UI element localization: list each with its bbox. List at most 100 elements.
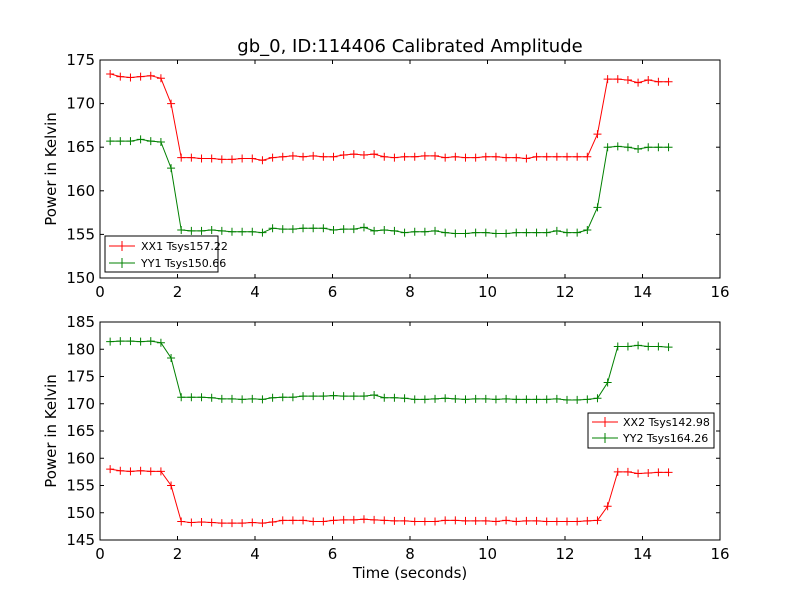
data-point: [268, 153, 277, 162]
data-point: [359, 223, 368, 232]
data-point: [481, 228, 490, 237]
data-point: [573, 228, 582, 237]
data-point: [471, 228, 480, 237]
data-point: [299, 392, 308, 401]
data-point: [248, 154, 257, 163]
data-point: [227, 155, 236, 164]
legend-marker-xx2: [600, 417, 610, 427]
data-point: [613, 467, 622, 476]
data-point: [136, 466, 145, 475]
x-tick-label: 2: [173, 545, 183, 563]
data-point: [431, 394, 440, 403]
data-point: [136, 337, 145, 346]
data-point: [410, 152, 419, 161]
x-tick-label: 6: [328, 545, 338, 563]
top-series: [106, 69, 673, 238]
data-point: [471, 153, 480, 162]
data-point: [370, 515, 379, 524]
data-point: [451, 229, 460, 238]
data-point: [593, 516, 602, 525]
data-point: [268, 224, 277, 233]
data-point: [552, 226, 561, 235]
x-tick-label: 2: [173, 283, 183, 301]
data-point: [238, 227, 247, 236]
data-point: [116, 466, 125, 475]
data-point: [400, 228, 409, 237]
data-point: [126, 337, 135, 346]
data-point: [106, 69, 115, 78]
data-point: [146, 467, 155, 476]
data-point: [359, 151, 368, 160]
data-point: [126, 73, 135, 82]
data-point: [268, 393, 277, 402]
y-tick-label: 160: [66, 449, 95, 467]
data-point: [613, 142, 622, 151]
data-point: [329, 391, 338, 400]
top-panel: 0 2 4 6 8 10 12 14 16 150 155 160 165 170 175 Power in…: [42, 51, 730, 301]
data-point: [481, 394, 490, 403]
data-point: [583, 226, 592, 235]
data-point: [390, 226, 399, 235]
data-point: [522, 154, 531, 163]
y-tick-label: 185: [66, 313, 95, 331]
data-point: [491, 395, 500, 404]
data-point: [451, 516, 460, 525]
x-tick-label: 12: [555, 545, 574, 563]
data-point: [380, 152, 389, 161]
data-point: [532, 228, 541, 237]
data-point: [258, 519, 267, 528]
data-point: [217, 394, 226, 403]
data-point: [563, 395, 572, 404]
data-point: [299, 516, 308, 525]
data-point: [116, 72, 125, 81]
data-point: [573, 152, 582, 161]
data-point: [451, 152, 460, 161]
data-point: [288, 516, 297, 525]
top-axes-frame: [99, 59, 721, 279]
legend-label-xx1: XX1 Tsys157.22: [141, 240, 228, 253]
data-point: [552, 152, 561, 161]
y-tick-label: 150: [66, 269, 95, 287]
data-point: [278, 516, 287, 525]
legend-marker-xx1: [117, 241, 127, 251]
data-point: [167, 164, 176, 173]
data-point: [491, 517, 500, 526]
data-point: [299, 224, 308, 233]
bottom-legend: XX2 Tsys142.98 YY2 Tsys164.26: [587, 412, 715, 449]
data-point: [238, 395, 247, 404]
data-point: [197, 393, 206, 402]
data-point: [664, 468, 673, 477]
x-tick-label: 4: [250, 545, 260, 563]
data-point: [542, 152, 551, 161]
data-point: [288, 225, 297, 234]
bottom-axes-frame: [99, 321, 721, 541]
data-point: [654, 342, 663, 351]
data-point: [167, 99, 176, 108]
data-point: [278, 393, 287, 402]
data-point: [532, 395, 541, 404]
data-point: [502, 516, 511, 525]
x-tick-label: 8: [405, 283, 415, 301]
data-point: [431, 226, 440, 235]
data-point: [613, 75, 622, 84]
data-point: [593, 394, 602, 403]
data-point: [258, 228, 267, 237]
data-point: [441, 516, 450, 525]
data-point: [461, 153, 470, 162]
data-point: [177, 153, 186, 162]
data-point: [106, 465, 115, 474]
data-point: [512, 517, 521, 526]
data-point: [390, 393, 399, 402]
data-point: [502, 229, 511, 238]
data-point: [644, 342, 653, 351]
data-point: [654, 77, 663, 86]
data-point: [339, 225, 348, 234]
legend-marker-yy2: [600, 433, 610, 443]
data-point: [329, 516, 338, 525]
data-point: [187, 518, 196, 527]
bottom-panel: 0 2 4 6 8 10 12 14 16 145 150 155 160 165 170 175 180 185…: [42, 313, 730, 563]
y-tick-label: 165: [66, 422, 95, 440]
data-point: [258, 395, 267, 404]
